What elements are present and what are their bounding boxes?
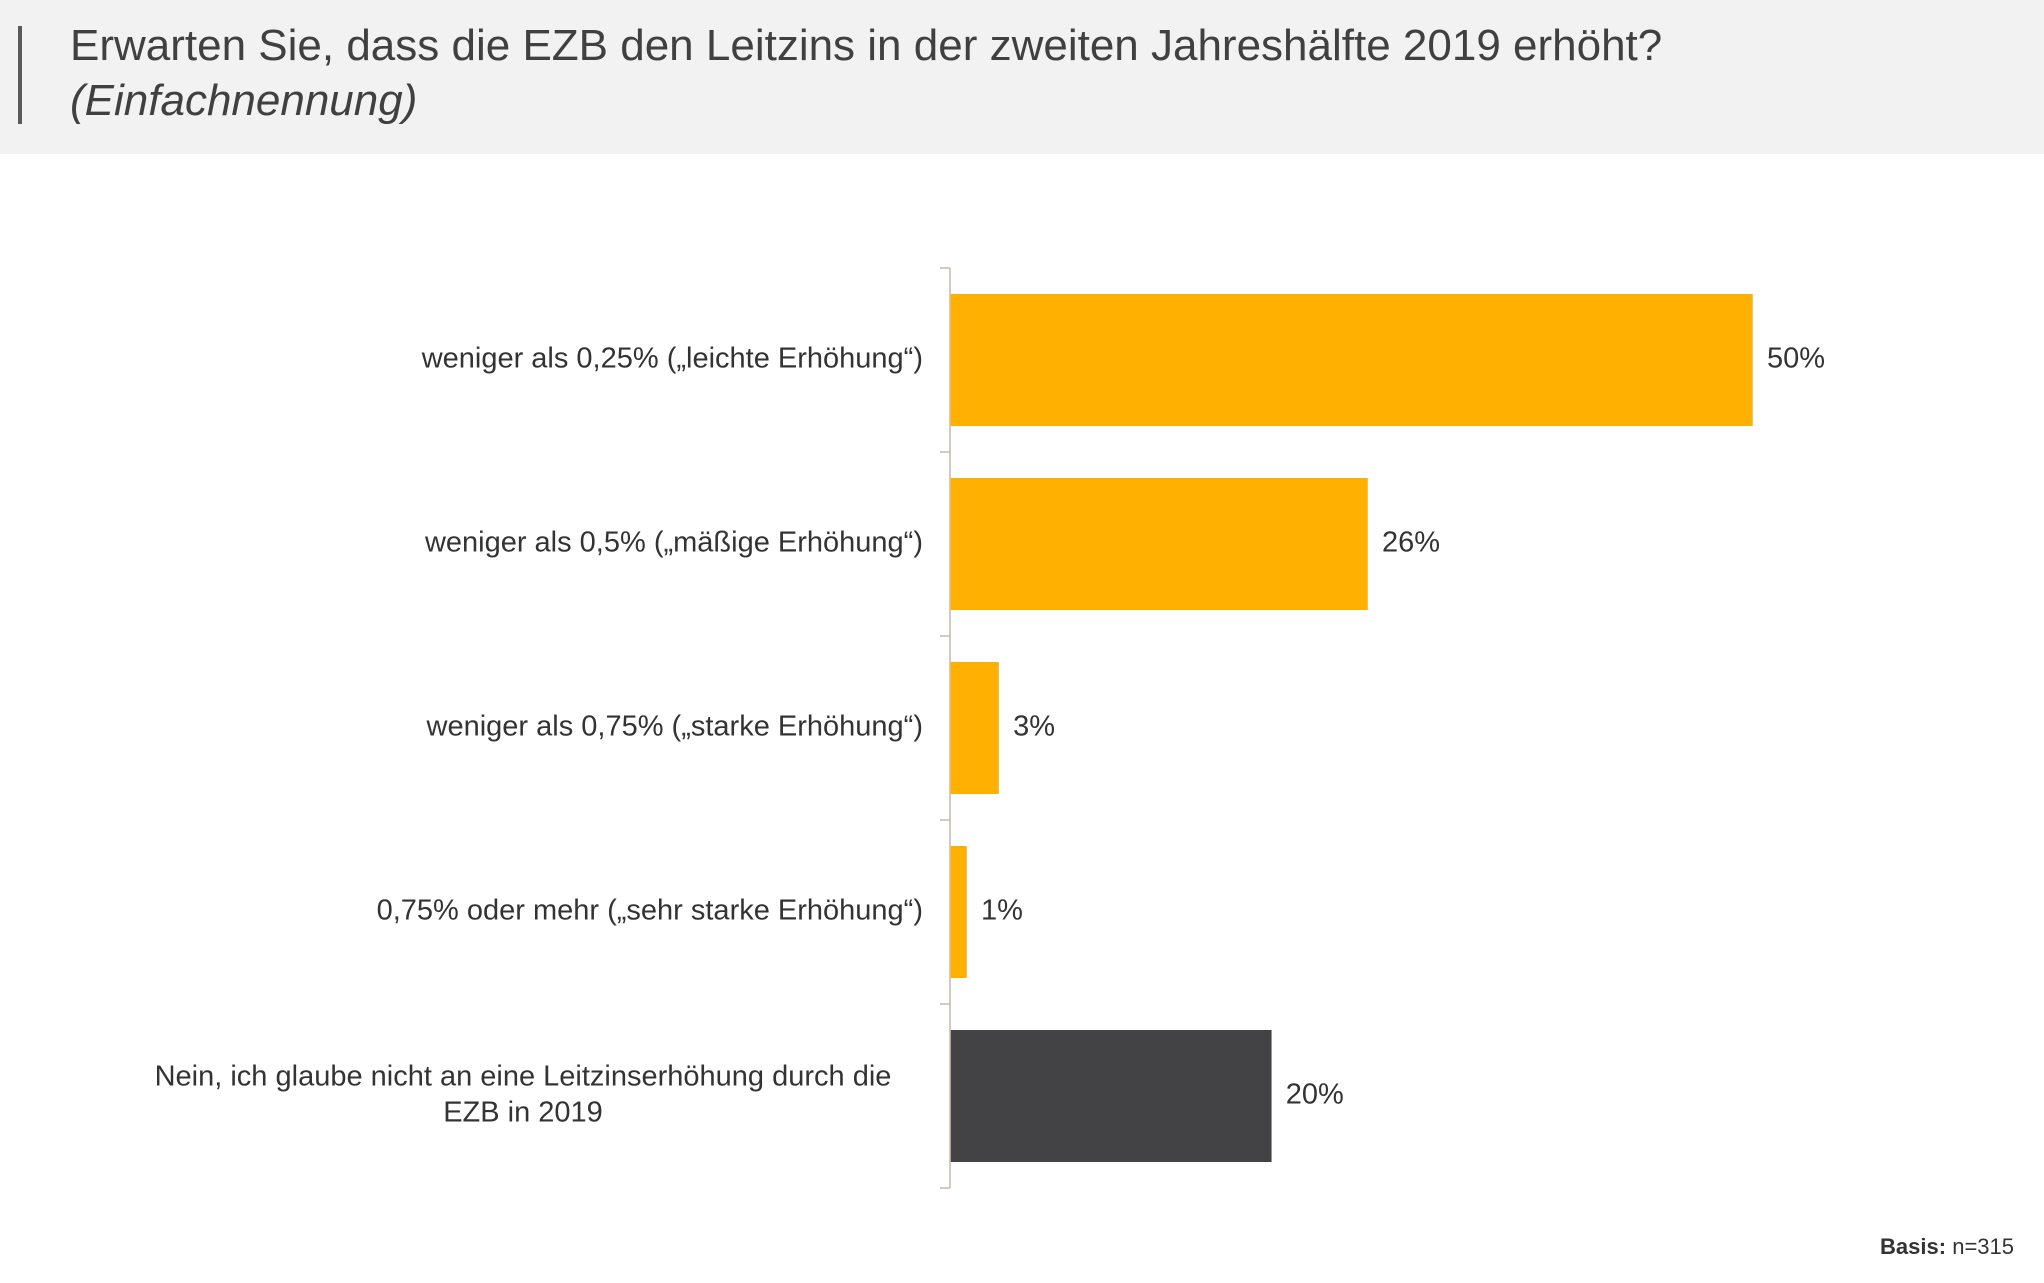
- category-label: Nein, ich glaube nicht an eine Leitzinse…: [155, 1061, 892, 1093]
- bar: [950, 478, 1368, 610]
- bar: [950, 662, 999, 794]
- data-label: 50%: [1767, 343, 1825, 375]
- footnote: Basis: n=315: [1880, 1234, 2014, 1260]
- category-label: weniger als 0,5% („mäßige Erhöhung“): [424, 527, 923, 559]
- data-label: 3%: [1013, 711, 1055, 743]
- bar: [950, 294, 1753, 426]
- bar: [950, 846, 967, 978]
- category-label: weniger als 0,25% („leichte Erhöhung“): [421, 343, 923, 375]
- data-label: 20%: [1286, 1079, 1344, 1111]
- footnote-label: Basis:: [1880, 1234, 1947, 1259]
- page-title: Erwarten Sie, dass die EZB den Leitzins …: [70, 21, 1663, 70]
- category-label: weniger als 0,75% („starke Erhöhung“): [426, 711, 923, 743]
- data-label: 26%: [1382, 527, 1440, 559]
- header-accent-bar: [18, 26, 22, 124]
- category-label: 0,75% oder mehr („sehr starke Erhöhung“): [377, 895, 923, 927]
- bar: [950, 1030, 1272, 1162]
- category-label: EZB in 2019: [443, 1097, 603, 1129]
- data-label: 1%: [981, 895, 1023, 927]
- footnote-value: n=315: [1952, 1234, 2014, 1259]
- page-subtitle: (Einfachnennung): [70, 76, 418, 125]
- header: Erwarten Sie, dass die EZB den Leitzins …: [0, 0, 2044, 154]
